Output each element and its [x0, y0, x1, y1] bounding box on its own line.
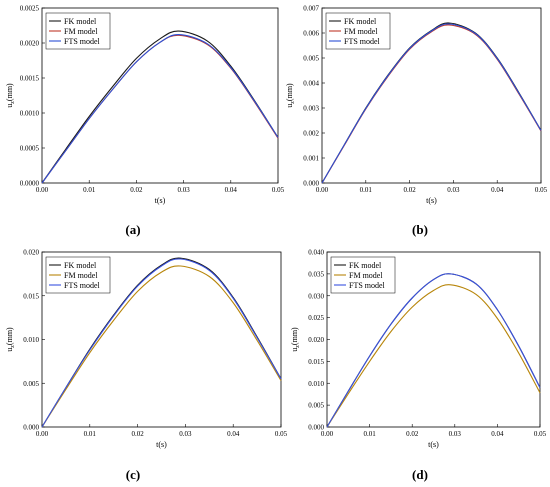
y-tick-label-c: 0.000: [23, 424, 39, 432]
x-tick-label-b: 0.02: [403, 186, 416, 194]
x-tick-label-d: 0.01: [363, 430, 376, 438]
y-tick-label-d: 0.010: [308, 380, 324, 388]
y-tick-label-d: 0.000: [308, 424, 324, 432]
legend-label-b: FM model: [344, 27, 378, 36]
series-line-c-3: [41, 258, 282, 428]
y-tick-label-b: 0.005: [303, 55, 319, 63]
legend-label-c: FM model: [64, 271, 98, 280]
legend-label-a: FTS model: [64, 37, 101, 46]
y-tick-label-d: 0.015: [308, 358, 324, 366]
caption-c: (c): [125, 467, 141, 482]
series-line-b-3: [321, 23, 542, 184]
x-axis-label-c: t(s): [156, 440, 167, 449]
x-axis-label-b: t(s): [426, 196, 437, 205]
y-axis-label-a: uz(mm): [5, 83, 16, 108]
x-tick-label-d: 0.04: [491, 430, 504, 438]
x-tick-label-c: 0.02: [131, 430, 144, 438]
y-tick-label-d: 0.035: [308, 270, 324, 278]
legend-label-d: FM model: [349, 271, 383, 280]
y-tick-label-d: 0.040: [308, 249, 324, 257]
y-tick-label-d: 0.005: [308, 402, 324, 410]
plot-frame-b: [321, 7, 542, 184]
y-tick-label-d: 0.030: [308, 292, 324, 300]
y-tick-label-b: 0.000: [303, 180, 319, 188]
legend-label-a: FM model: [64, 27, 98, 36]
x-axis-label-d: t(s): [428, 440, 439, 449]
series-line-a-1: [41, 30, 279, 184]
y-tick-label-c: 0.020: [23, 249, 39, 257]
y-tick-label-a: 0.0010: [20, 110, 40, 118]
y-tick-label-a: 0.0000: [20, 180, 40, 188]
y-tick-label-a: 0.0005: [20, 145, 40, 153]
x-tick-label-a: 0.00: [36, 186, 49, 194]
x-tick-label-a: 0.03: [177, 186, 190, 194]
series-line-d-2: [326, 284, 541, 428]
x-tick-label-c: 0.03: [179, 430, 192, 438]
y-axis-label-b: uz(mm): [285, 83, 296, 108]
series-line-a-3: [41, 34, 279, 184]
y-axis-label-c: uz(mm): [5, 327, 16, 352]
y-axis-label-d: uz(mm): [290, 327, 301, 352]
y-tick-label-c: 0.015: [23, 292, 39, 300]
legend-box-a: [45, 12, 111, 50]
x-tick-label-b: 0.05: [535, 186, 548, 194]
x-tick-label-a: 0.01: [83, 186, 96, 194]
y-tick-label-c: 0.010: [23, 336, 39, 344]
x-tick-label-c: 0.05: [275, 430, 288, 438]
x-tick-label-d: 0.00: [321, 430, 334, 438]
y-tick-label-a: 0.0020: [20, 40, 40, 48]
legend-label-c: FTS model: [64, 281, 101, 290]
x-tick-label-c: 0.01: [84, 430, 97, 438]
series-line-d-3: [326, 273, 541, 428]
y-tick-label-c: 0.005: [23, 380, 39, 388]
y-tick-label-b: 0.006: [303, 30, 319, 38]
chart-d: 0.00 0.01 0.02 0.03 0.04 0.05 0.000 0.005 0.010 0…: [290, 249, 547, 450]
x-tick-label-b: 0.03: [447, 186, 460, 194]
caption-a: (a): [125, 222, 141, 237]
legend-label-b: FK model: [344, 17, 377, 26]
x-tick-label-a: 0.04: [225, 186, 238, 194]
series-line-c-2: [41, 265, 282, 428]
x-tick-label-a: 0.02: [130, 186, 143, 194]
y-tick-label-d: 0.025: [308, 314, 324, 322]
y-tick-label-b: 0.004: [303, 80, 319, 88]
caption-d: (d): [412, 467, 428, 482]
legend-label-c: FK model: [64, 261, 97, 270]
y-tick-label-a: 0.0025: [20, 5, 40, 13]
x-tick-label-d: 0.05: [534, 430, 547, 438]
chart-b: 0.00 0.01 0.02 0.03 0.04 0.05 0.000 0.001 0.002 0…: [285, 5, 548, 206]
x-tick-label-d: 0.03: [449, 430, 462, 438]
plot-frame-a: [41, 7, 279, 184]
x-tick-label-c: 0.04: [227, 430, 240, 438]
x-tick-label-b: 0.01: [360, 186, 373, 194]
legend-label-d: FK model: [349, 261, 382, 270]
legend-label-b: FTS model: [344, 37, 381, 46]
x-tick-label-d: 0.02: [406, 430, 419, 438]
y-tick-label-b: 0.007: [303, 5, 319, 13]
y-tick-label-b: 0.001: [303, 155, 319, 163]
chart-a: 0.00 0.01 0.02 0.03 0.04 0.05 0.0000 0.0005 0.00…: [5, 5, 285, 206]
x-tick-label-a: 0.05: [272, 186, 285, 194]
x-axis-label-a: t(s): [155, 196, 166, 205]
series-line-d-1: [326, 273, 541, 428]
caption-b: (b): [412, 222, 428, 237]
y-tick-label-a: 0.0015: [20, 75, 40, 83]
y-tick-label-b: 0.002: [303, 130, 319, 138]
x-tick-label-c: 0.00: [36, 430, 49, 438]
x-tick-label-b: 0.00: [316, 186, 329, 194]
y-tick-label-b: 0.003: [303, 105, 319, 113]
y-tick-label-d: 0.020: [308, 336, 324, 344]
series-line-a-2: [41, 34, 279, 184]
legend-label-a: FK model: [64, 17, 97, 26]
x-tick-label-b: 0.04: [491, 186, 504, 194]
chart-c: 0.00 0.01 0.02 0.03 0.04 0.05 0.000 0.005 0.010 0…: [5, 249, 288, 450]
legend-label-d: FTS model: [349, 281, 386, 290]
